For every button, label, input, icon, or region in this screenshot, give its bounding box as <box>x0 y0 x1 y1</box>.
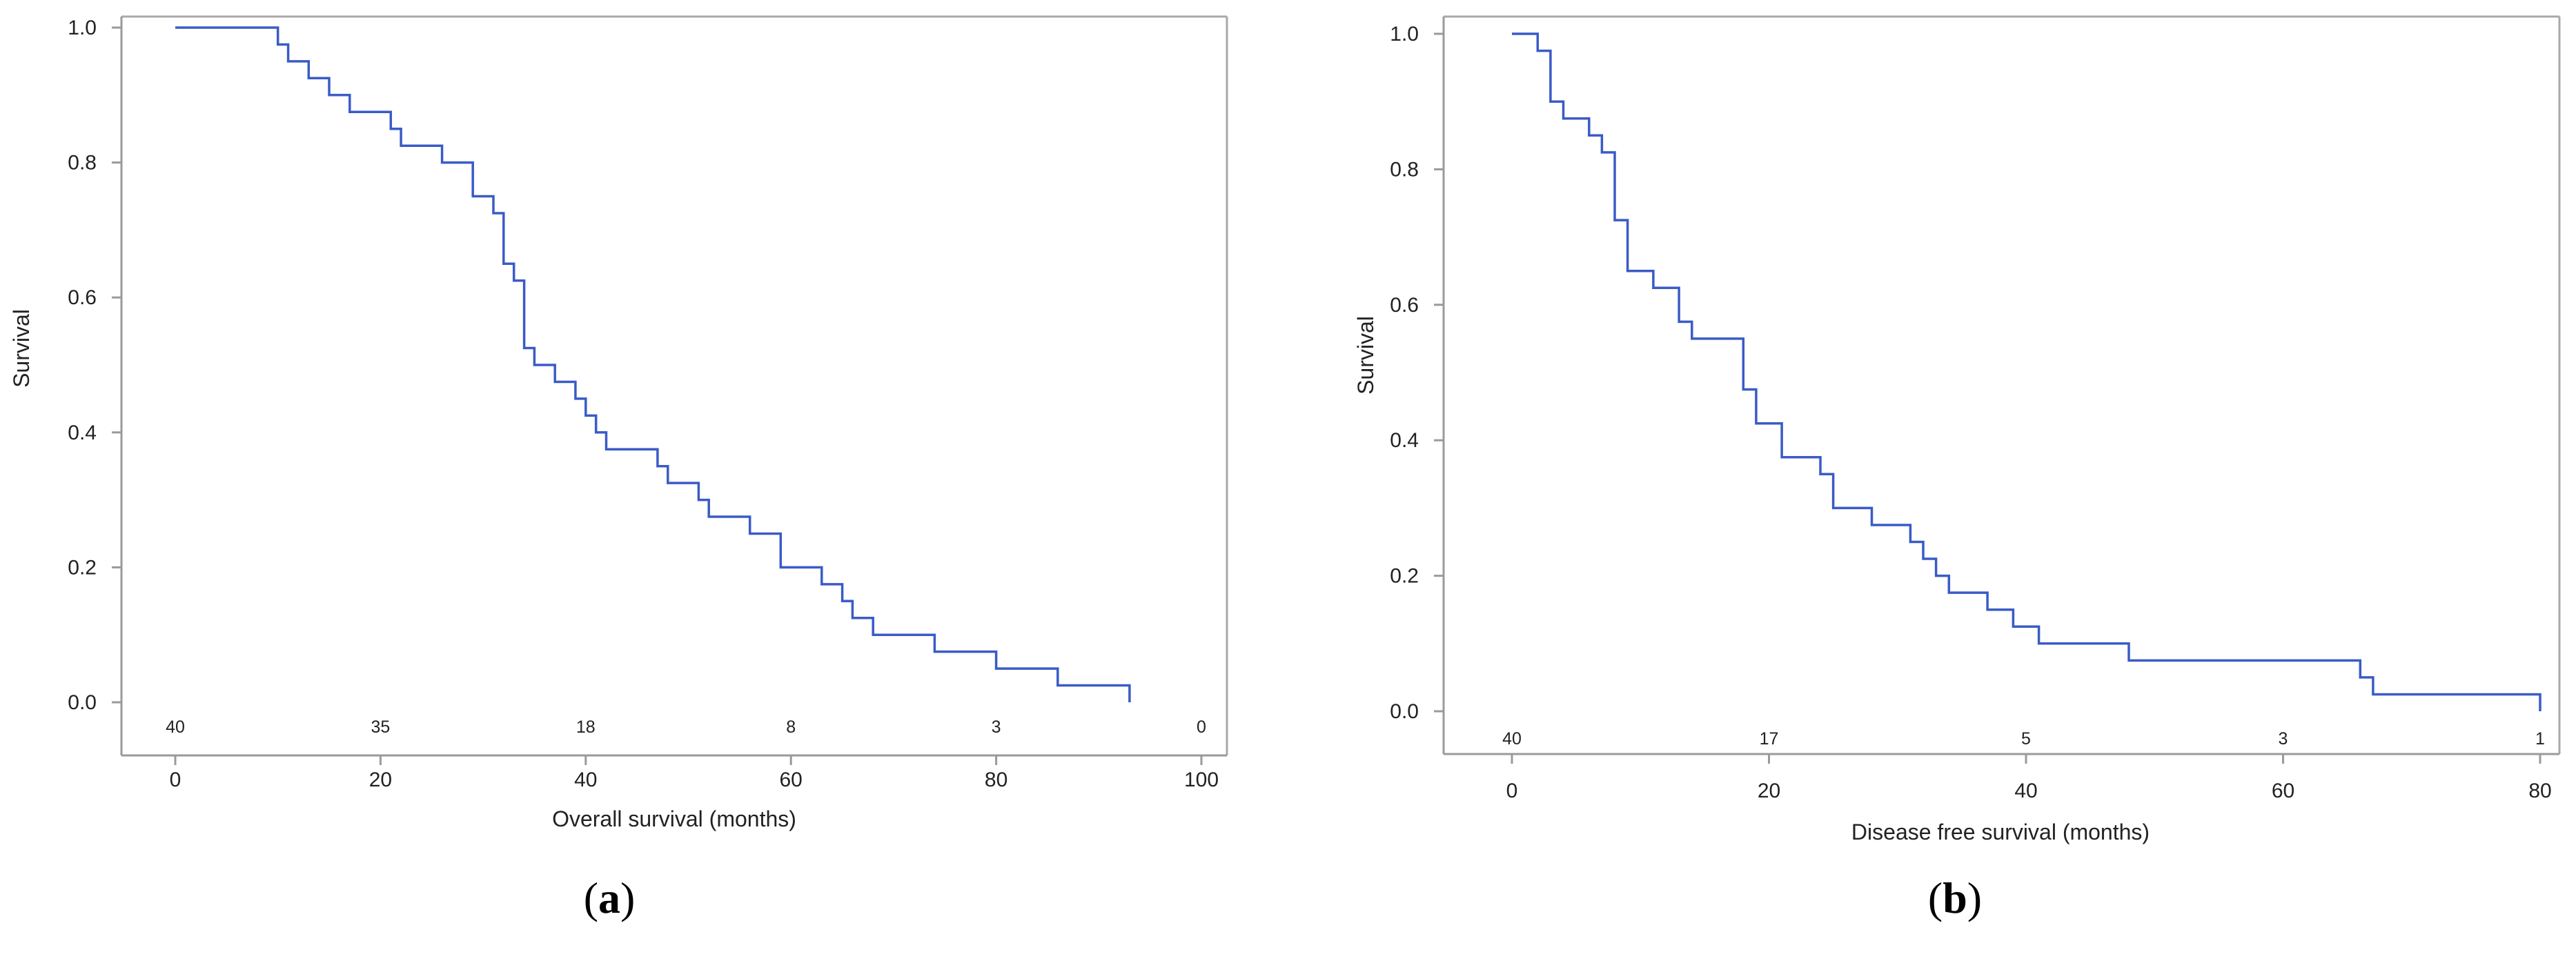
number-at-risk-label: 3 <box>992 717 1001 737</box>
number-at-risk: 40 17 5 3 1 <box>1502 729 2545 749</box>
y-tick-label: 0.8 <box>1390 158 1419 181</box>
y-tick-label: 0.6 <box>68 286 97 309</box>
x-tick-label: 60 <box>2272 780 2294 802</box>
x-tick-label: 20 <box>1758 780 1780 802</box>
x-tick-label: 20 <box>369 769 392 791</box>
survival-curve <box>175 26 1131 702</box>
number-at-risk-label: 40 <box>1502 729 1522 749</box>
y-tick-label: 0.4 <box>68 422 97 444</box>
y-tick-label: 1.0 <box>1390 23 1419 46</box>
x-ticks: 0 20 40 60 80 <box>1506 754 2552 802</box>
number-at-risk: 40 35 18 8 3 0 <box>166 717 1206 737</box>
y-tick-label: 0.0 <box>68 691 97 714</box>
number-at-risk-label: 5 <box>2021 729 2031 749</box>
y-tick-label: 0.0 <box>1390 700 1419 723</box>
x-tick-label: 40 <box>574 769 597 791</box>
number-at-risk-label: 40 <box>166 717 185 737</box>
x-tick-label: 60 <box>780 769 803 791</box>
y-ticks: 0.0 0.2 0.4 0.6 0.8 1.0 <box>1390 23 1444 723</box>
x-tick-label: 40 <box>2014 780 2037 802</box>
x-axis-title: Disease free survival (months) <box>1851 820 2150 844</box>
y-tick-label: 0.6 <box>1390 294 1419 317</box>
y-tick-label: 0.4 <box>1390 429 1419 452</box>
x-ticks: 0 20 40 60 80 100 <box>170 755 1219 791</box>
y-axis-title: Survival <box>9 309 34 388</box>
number-at-risk-label: 3 <box>2279 729 2288 749</box>
x-tick-label: 0 <box>1506 780 1518 802</box>
x-tick-label: 100 <box>1184 769 1219 791</box>
number-at-risk-label: 1 <box>2535 729 2545 749</box>
y-axis-title: Survival <box>1353 316 1378 395</box>
x-tick-label: 80 <box>985 769 1007 791</box>
panel-letter-a: a <box>598 873 620 922</box>
x-tick-label: 0 <box>170 769 181 791</box>
y-tick-label: 0.2 <box>68 556 97 579</box>
plot-area <box>120 15 1228 757</box>
number-at-risk-label: 18 <box>576 717 596 737</box>
panel-letter-b: b <box>1943 873 1967 922</box>
number-at-risk-label: 35 <box>371 717 390 737</box>
number-at-risk-label: 17 <box>1760 729 1779 749</box>
y-tick-label: 0.2 <box>1390 565 1419 588</box>
panel-label-a: (a) <box>583 873 636 922</box>
plot-area <box>1442 15 2561 755</box>
chart-overall-survival: 0 20 40 60 80 100 0.0 0.2 0.4 0.6 0.8 1.0 40 35 18 8 3… <box>9 15 1228 831</box>
x-tick-label: 80 <box>2528 780 2551 802</box>
chart-disease-free-survival: 0 20 40 60 80 0.0 0.2 0.4 0.6 0.8 1.0 40 17 5 3 1 Dis… <box>1353 15 2561 844</box>
y-ticks: 0.0 0.2 0.4 0.6 0.8 1.0 <box>68 17 121 714</box>
y-tick-label: 0.8 <box>68 152 97 175</box>
number-at-risk-label: 8 <box>786 717 796 737</box>
number-at-risk-label: 0 <box>1197 717 1206 737</box>
x-axis-title: Overall survival (months) <box>552 806 796 831</box>
panel-label-b: (b) <box>1927 873 1983 922</box>
survival-curve <box>1512 32 2541 711</box>
y-tick-label: 1.0 <box>68 17 97 39</box>
